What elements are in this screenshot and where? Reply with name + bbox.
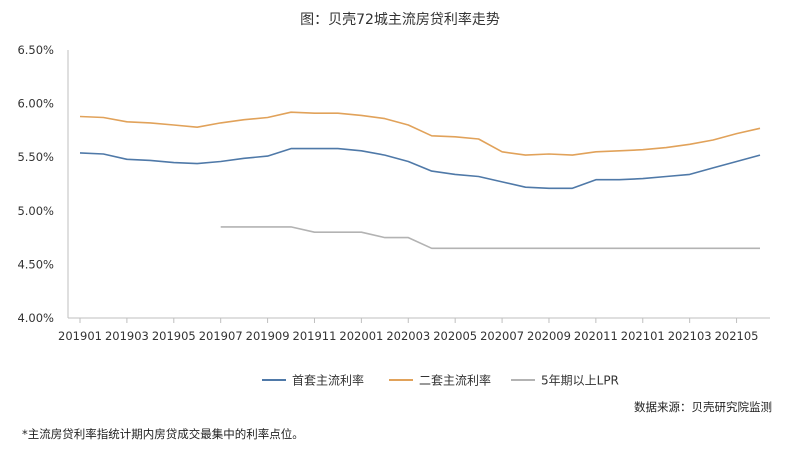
x-tick-label: 202105 xyxy=(715,329,759,343)
legend-label: 二套主流利率 xyxy=(419,373,491,388)
x-tick-label: 202103 xyxy=(668,329,712,343)
y-tick-label: 4.00% xyxy=(17,311,54,325)
x-tick-label: 201909 xyxy=(246,329,290,343)
footnote: *主流房贷利率指统计期内房贷成交最集中的利率点位。 xyxy=(22,427,304,441)
source-note: 数据来源：贝壳研究院监测 xyxy=(634,400,772,414)
x-tick-label: 201911 xyxy=(293,329,337,343)
series-line-2 xyxy=(79,111,761,156)
y-tick-label: 4.50% xyxy=(17,257,54,271)
legend-label: 5年期以上LPR xyxy=(541,374,619,388)
x-axis: 201901 201903 201905 201907 201909 201911 2020… xyxy=(58,317,770,343)
x-tick-label: 201905 xyxy=(152,329,196,343)
y-tick-label: 5.50% xyxy=(17,150,54,164)
x-tick-label: 202007 xyxy=(480,329,524,343)
chart-title: 图：贝壳72城主流房贷利率走势 xyxy=(300,11,500,28)
x-tick-label: 202011 xyxy=(574,329,618,343)
series-line-3 xyxy=(220,226,760,250)
x-tick-label: 201903 xyxy=(105,329,149,343)
series-line-1 xyxy=(79,147,761,190)
y-tick-label: 6.50% xyxy=(17,43,54,57)
series-layer xyxy=(79,111,761,250)
x-tick-label: 202009 xyxy=(527,329,571,343)
y-axis: 4.00% 4.50% 5.00% 5.50% 6.00% 6.50% xyxy=(17,43,69,325)
x-tick-label: 201907 xyxy=(199,329,243,343)
y-tick-label: 5.00% xyxy=(17,204,54,218)
x-tick-label: 202003 xyxy=(386,329,430,343)
x-tick-label: 201901 xyxy=(58,329,102,343)
legend-label: 首套主流利率 xyxy=(292,373,364,388)
x-tick-label: 202101 xyxy=(621,329,665,343)
x-tick-label: 202005 xyxy=(433,329,477,343)
legend: 首套主流利率 二套主流利率 5年期以上LPR xyxy=(262,373,619,388)
y-tick-label: 6.00% xyxy=(17,97,54,111)
x-tick-label: 202001 xyxy=(339,329,383,343)
